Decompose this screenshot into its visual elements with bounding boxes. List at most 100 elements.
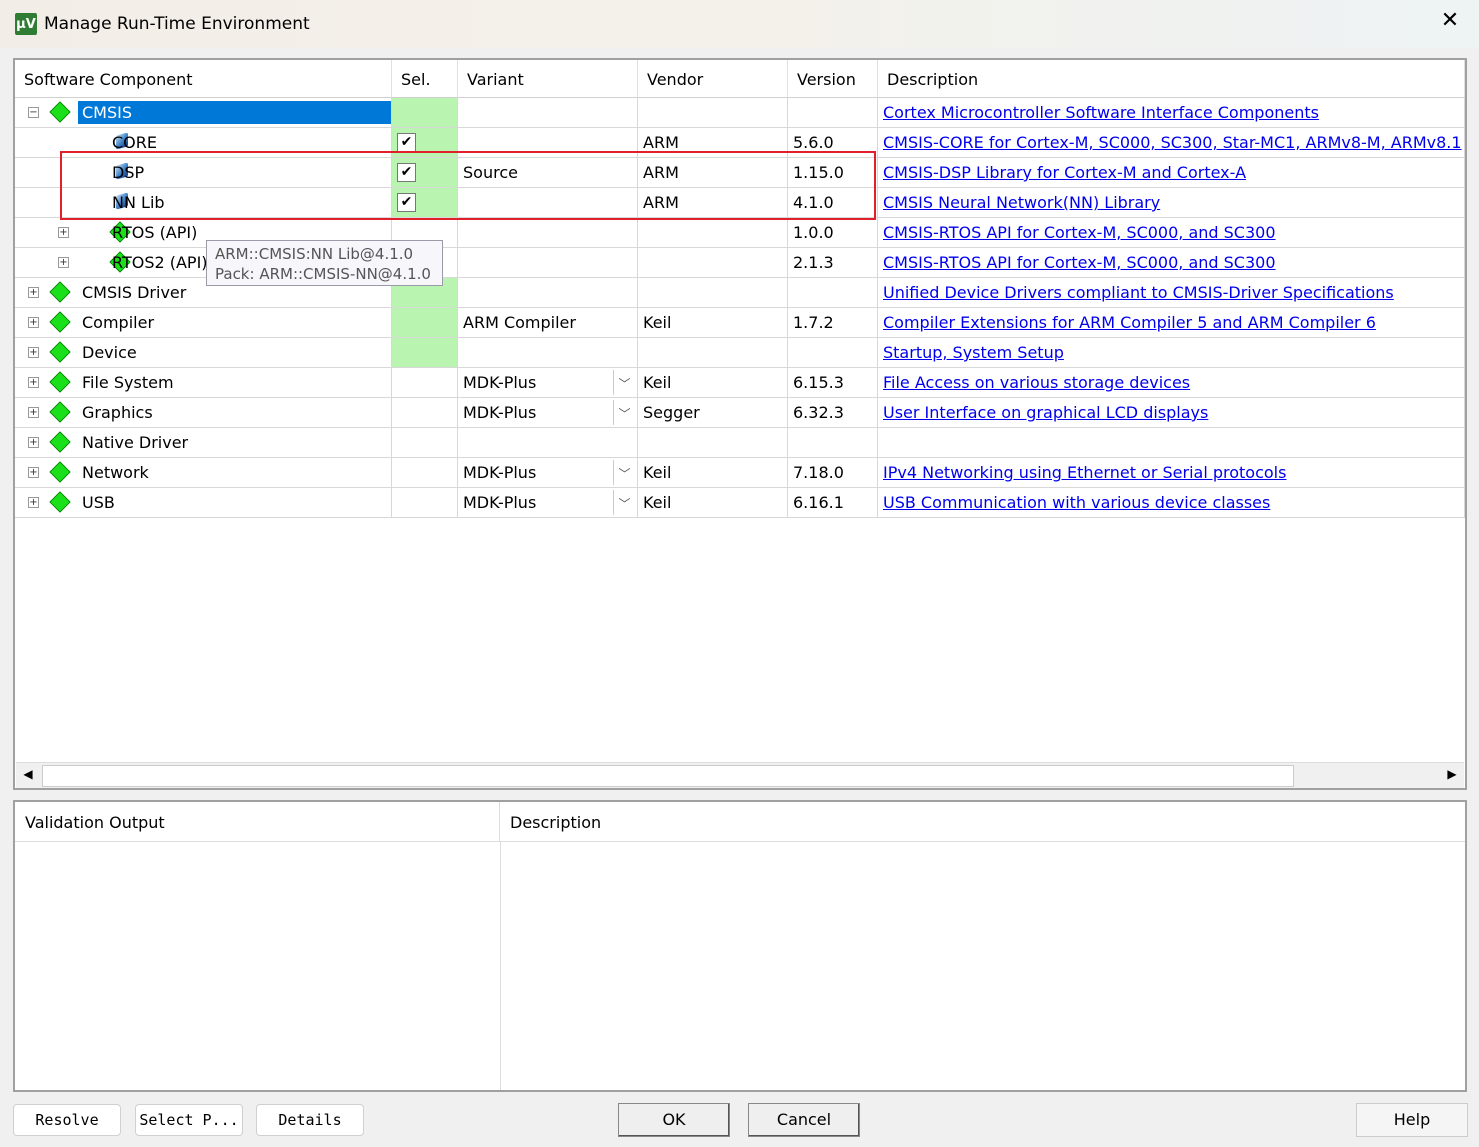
expand-icon[interactable]: + [28, 407, 39, 418]
chevron-down-icon[interactable]: ﹀ [613, 490, 635, 515]
variant-cell[interactable]: MDK-Plus ﹀ [458, 398, 638, 428]
component-cell[interactable]: DSP [15, 158, 392, 188]
header-variant[interactable]: Variant [458, 60, 638, 98]
column-divider [500, 842, 501, 1090]
description-link[interactable]: Cortex Microcontroller Software Interfac… [883, 103, 1319, 122]
horizontal-scrollbar[interactable]: ◀ ▶ [16, 762, 1464, 788]
table-row[interactable]: + Graphics MDK-Plus ﹀ Segger 6.32.3 User Inter… [15, 398, 1465, 428]
table-row[interactable]: + File System MDK-Plus ﹀ Keil 6.15.3 File Acce… [15, 368, 1465, 398]
description-link[interactable]: IPv4 Networking using Ethernet or Serial… [883, 463, 1287, 482]
chevron-down-icon[interactable]: ﹀ [613, 400, 635, 425]
table-row[interactable]: DSP ✔ Source ARM 1.15.0 CMSIS-DSP Library for… [15, 158, 1465, 188]
component-cell[interactable]: + Device [15, 338, 392, 368]
description-link[interactable]: Startup, System Setup [883, 343, 1064, 362]
expand-icon[interactable]: + [58, 227, 69, 238]
expand-icon[interactable]: + [28, 287, 39, 298]
table-row[interactable]: NN Lib ✔ ARM 4.1.0 CMSIS Neural Network(NN) … [15, 188, 1465, 218]
component-cell[interactable]: + CMSIS Driver [15, 278, 392, 308]
component-cell[interactable]: − CMSIS [15, 98, 392, 128]
description-link[interactable]: USB Communication with various device cl… [883, 493, 1271, 512]
expand-icon[interactable]: + [28, 347, 39, 358]
sel-cell[interactable]: ✔ [392, 128, 458, 158]
description-link[interactable]: CMSIS-CORE for Cortex-M, SC000, SC300, S… [883, 133, 1462, 152]
vendor-cell [638, 218, 788, 248]
description-link[interactable]: CMSIS Neural Network(NN) Library [883, 193, 1161, 212]
sel-cell[interactable]: ✔ [392, 158, 458, 188]
sel-cell[interactable] [392, 368, 458, 398]
vendor-cell: Keil [638, 458, 788, 488]
component-cell[interactable]: NN Lib [15, 188, 392, 218]
sel-cell[interactable] [392, 308, 458, 338]
description-cell: IPv4 Networking using Ethernet or Serial… [878, 458, 1465, 488]
select-packs-button[interactable]: Select P... [135, 1104, 243, 1136]
scroll-thumb[interactable] [42, 765, 1294, 787]
resolve-button[interactable]: Resolve [13, 1104, 121, 1136]
variant-cell[interactable]: MDK-Plus ﹀ [458, 488, 638, 518]
sel-cell[interactable] [392, 428, 458, 458]
component-cell[interactable]: + File System [15, 368, 392, 398]
sel-cell[interactable] [392, 488, 458, 518]
table-row[interactable]: + Compiler ARM Compiler Keil 1.7.2 Compiler E… [15, 308, 1465, 338]
component-cell[interactable]: + Compiler [15, 308, 392, 338]
expand-icon[interactable]: + [28, 377, 39, 388]
sel-cell[interactable] [392, 458, 458, 488]
header-software-component[interactable]: Software Component [15, 60, 392, 98]
sel-cell[interactable] [392, 338, 458, 368]
scroll-left-icon[interactable]: ◀ [23, 767, 33, 781]
table-row[interactable]: + CMSIS Driver Unified Device Drivers comp… [15, 278, 1465, 308]
expand-icon[interactable]: + [58, 257, 69, 268]
description-cell: Cortex Microcontroller Software Interfac… [878, 98, 1465, 128]
details-button[interactable]: Details [256, 1104, 364, 1136]
description-link[interactable]: User Interface on graphical LCD displays [883, 403, 1209, 422]
table-row[interactable]: − CMSIS Cortex Microcontroller Software In… [15, 98, 1465, 128]
component-cell[interactable]: + Network [15, 458, 392, 488]
expand-icon[interactable]: + [28, 467, 39, 478]
component-cell[interactable]: + Native Driver [15, 428, 392, 458]
description-link[interactable]: Unified Device Drivers compliant to CMSI… [883, 283, 1394, 302]
component-cell[interactable]: CORE [15, 128, 392, 158]
header-sel[interactable]: Sel. [392, 60, 458, 98]
description-link[interactable]: Compiler Extensions for ARM Compiler 5 a… [883, 313, 1376, 332]
component-cell[interactable]: + RTOS (API) [15, 218, 392, 248]
select-checkbox[interactable]: ✔ [397, 163, 416, 182]
component-name: File System [82, 373, 174, 392]
description-cell: USB Communication with various device cl… [878, 488, 1465, 518]
cancel-button[interactable]: Cancel [748, 1103, 860, 1137]
chevron-down-icon[interactable]: ﹀ [613, 370, 635, 395]
component-gem-icon [49, 311, 71, 333]
table-row[interactable]: + USB MDK-Plus ﹀ Keil 6.16.1 USB Communication… [15, 488, 1465, 518]
ok-button[interactable]: OK [618, 1103, 730, 1137]
description-link[interactable]: File Access on various storage devices [883, 373, 1191, 392]
table-row[interactable]: + Network MDK-Plus ﹀ Keil 7.18.0 IPv4 Networki… [15, 458, 1465, 488]
scroll-right-icon[interactable]: ▶ [1447, 767, 1457, 781]
version-cell [788, 428, 878, 458]
table-row[interactable]: + RTOS (API) 1.0.0 CMSIS-RTOS API for Corte… [15, 218, 1465, 248]
sel-cell[interactable] [392, 98, 458, 128]
select-checkbox[interactable]: ✔ [397, 133, 416, 152]
sel-cell[interactable]: ✔ [392, 188, 458, 218]
description-link[interactable]: CMSIS-RTOS API for Cortex-M, SC000, and … [883, 223, 1276, 242]
component-cell[interactable]: + Graphics [15, 398, 392, 428]
sel-cell[interactable] [392, 398, 458, 428]
expand-icon[interactable]: + [28, 437, 39, 448]
expand-icon[interactable]: + [28, 317, 39, 328]
table-row[interactable]: + Device Startup, System Setup [15, 338, 1465, 368]
table-row[interactable]: CORE ✔ ARM 5.6.0 CMSIS-CORE for Cortex-M, SC… [15, 128, 1465, 158]
component-cell[interactable]: + USB [15, 488, 392, 518]
header-description[interactable]: Description [878, 60, 1465, 98]
expand-icon[interactable]: + [28, 497, 39, 508]
chevron-down-icon[interactable]: ﹀ [613, 460, 635, 485]
description-link[interactable]: CMSIS-DSP Library for Cortex-M and Corte… [883, 163, 1247, 182]
header-vendor[interactable]: Vendor [638, 60, 788, 98]
header-version[interactable]: Version [788, 60, 878, 98]
close-button[interactable]: ✕ [1440, 8, 1460, 33]
variant-cell[interactable]: MDK-Plus ﹀ [458, 458, 638, 488]
help-button[interactable]: Help [1356, 1103, 1468, 1137]
table-row[interactable]: + Native Driver [15, 428, 1465, 458]
variant-cell[interactable]: MDK-Plus ﹀ [458, 368, 638, 398]
select-checkbox[interactable]: ✔ [397, 193, 416, 212]
collapse-icon[interactable]: − [28, 107, 39, 118]
component-name: Native Driver [82, 433, 189, 452]
vendor-cell: Keil [638, 308, 788, 338]
description-link[interactable]: CMSIS-RTOS API for Cortex-M, SC000, and … [883, 253, 1276, 272]
